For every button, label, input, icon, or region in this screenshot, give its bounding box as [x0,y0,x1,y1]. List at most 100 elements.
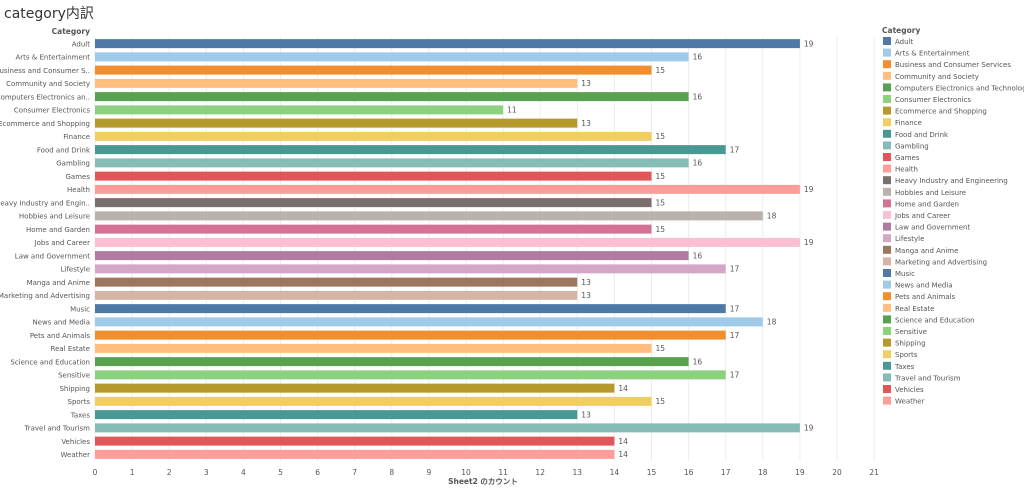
legend-item-label: Law and Government [895,224,970,232]
bar[interactable] [95,198,652,208]
legend-swatch [883,83,891,92]
x-axis-ticks: 0 1 2 3 4 5 6 7 8 9 10 11 12 13 14 15 16 17 18 19 20 21 [93,468,879,477]
legend-item-label: Pets and Animals [895,293,956,301]
category-label: Weather [61,451,91,459]
bar-value-label: 19 [804,238,814,247]
x-tick-label: 7 [352,468,357,477]
bar[interactable] [95,92,689,102]
bar-value-label: 11 [507,106,517,115]
bar[interactable] [95,52,689,62]
legend-swatch [883,245,891,254]
bar[interactable] [95,145,726,155]
legend-swatch [883,361,891,370]
legend-item-label: Heavy Industry and Engineering [895,177,1008,185]
x-tick-label: 13 [573,468,583,477]
bar[interactable] [95,330,726,340]
x-tick-label: 10 [461,468,471,477]
x-tick-label: 18 [758,468,768,477]
category-label: Gambling [56,160,90,168]
bar[interactable] [95,317,763,327]
category-label: Vehicles [61,438,90,446]
category-label: Consumer Electronics [14,107,90,115]
bar[interactable] [95,171,652,181]
bar[interactable] [95,118,578,128]
legend-item-label: Hobbies and Leisure [895,189,966,197]
bar[interactable] [95,357,689,367]
bar-value-label: 15 [656,198,666,207]
bar[interactable] [95,449,615,459]
legend-item-label: Consumer Electronics [895,96,971,104]
bar-value-label: 15 [656,344,666,353]
bar[interactable] [95,237,800,247]
legend-swatch [883,292,891,301]
bar[interactable] [95,105,504,115]
legend-swatch [883,327,891,335]
bar[interactable] [95,436,615,446]
legend-item-label: Vehicles [895,386,924,394]
category-label: Science and Education [10,358,90,366]
bar[interactable] [95,131,652,141]
category-label: Ecommerce and Shopping [0,120,90,128]
bar-value-label: 13 [581,410,591,419]
x-tick-label: 12 [535,468,545,477]
category-label: Law and Government [15,252,90,260]
bar-value-label: 16 [693,92,703,101]
legend-swatch [883,60,891,69]
legend-swatch [883,164,891,173]
bar-value-label: 16 [693,357,703,366]
bar-value-label: 15 [656,225,666,234]
category-label: News and Media [32,319,90,327]
category-label: Pets and Animals [30,332,91,340]
x-tick-label: 20 [832,468,842,477]
category-label: Finance [63,133,90,141]
legend-item-label: Finance [895,119,922,127]
bar-value-label: 16 [693,251,703,260]
legend-item-label: Adult [895,38,913,46]
bar-value-label: 13 [581,278,591,287]
legend-item-label: Home and Garden [895,200,959,208]
bar[interactable] [95,184,800,194]
bar[interactable] [95,264,726,274]
legend-swatch [883,118,891,127]
bar-value-label: 13 [581,291,591,300]
bar[interactable] [95,39,800,49]
bar-value-label: 16 [693,159,703,168]
bar[interactable] [95,396,652,406]
bar[interactable] [95,158,689,168]
legend-item-label: Computers Electronics and Technology [895,84,1024,92]
category-label: Music [70,305,90,313]
legend-item-label: Business and Consumer Services [895,61,1011,69]
bar[interactable] [95,410,578,420]
bar[interactable] [95,290,578,300]
bar[interactable] [95,65,652,75]
bar[interactable] [95,78,578,88]
bar[interactable] [95,383,615,393]
x-tick-label: 6 [315,468,320,477]
category-label: Arts & Entertainment [16,54,91,62]
bar-value-label: 18 [767,318,777,327]
legend-swatch [883,48,891,57]
bar[interactable] [95,370,726,380]
category-label: Manga and Anime [27,279,90,287]
category-label: Taxes [70,411,91,419]
x-tick-label: 5 [278,468,283,477]
bar[interactable] [95,251,689,261]
bar[interactable] [95,277,578,287]
bar[interactable] [95,304,726,314]
bar-value-label: 17 [730,145,740,154]
bar[interactable] [95,224,652,234]
x-tick-label: 3 [204,468,209,477]
bar[interactable] [95,423,800,433]
legend-swatch [883,211,891,219]
bar[interactable] [95,211,763,221]
bar-value-label: 17 [730,265,740,274]
bar-value-label: 14 [618,384,628,393]
bar[interactable] [95,343,652,353]
x-tick-label: 17 [721,468,731,477]
legend-item-label: Health [895,166,918,174]
legend: Adult Arts & Entertainment Business and Co… [883,37,1024,406]
legend-item-label: Manga and Anime [895,247,958,255]
category-label: Sports [68,398,91,406]
legend-item-label: Travel and Tourism [894,374,961,382]
